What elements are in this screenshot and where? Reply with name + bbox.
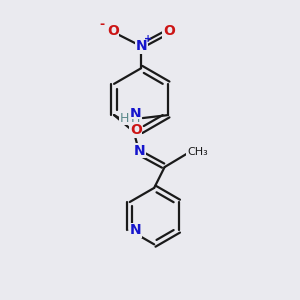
Text: O: O	[107, 24, 119, 38]
Text: N: N	[129, 223, 141, 237]
Text: CH₃: CH₃	[187, 147, 208, 157]
Text: N: N	[130, 106, 141, 121]
Text: O: O	[163, 24, 175, 38]
Text: H: H	[120, 112, 129, 124]
Text: N: N	[134, 144, 145, 158]
Text: H: H	[131, 118, 140, 131]
Text: +: +	[144, 34, 152, 44]
Text: O: O	[130, 123, 142, 137]
Text: -: -	[99, 18, 104, 31]
Text: N: N	[135, 39, 147, 53]
